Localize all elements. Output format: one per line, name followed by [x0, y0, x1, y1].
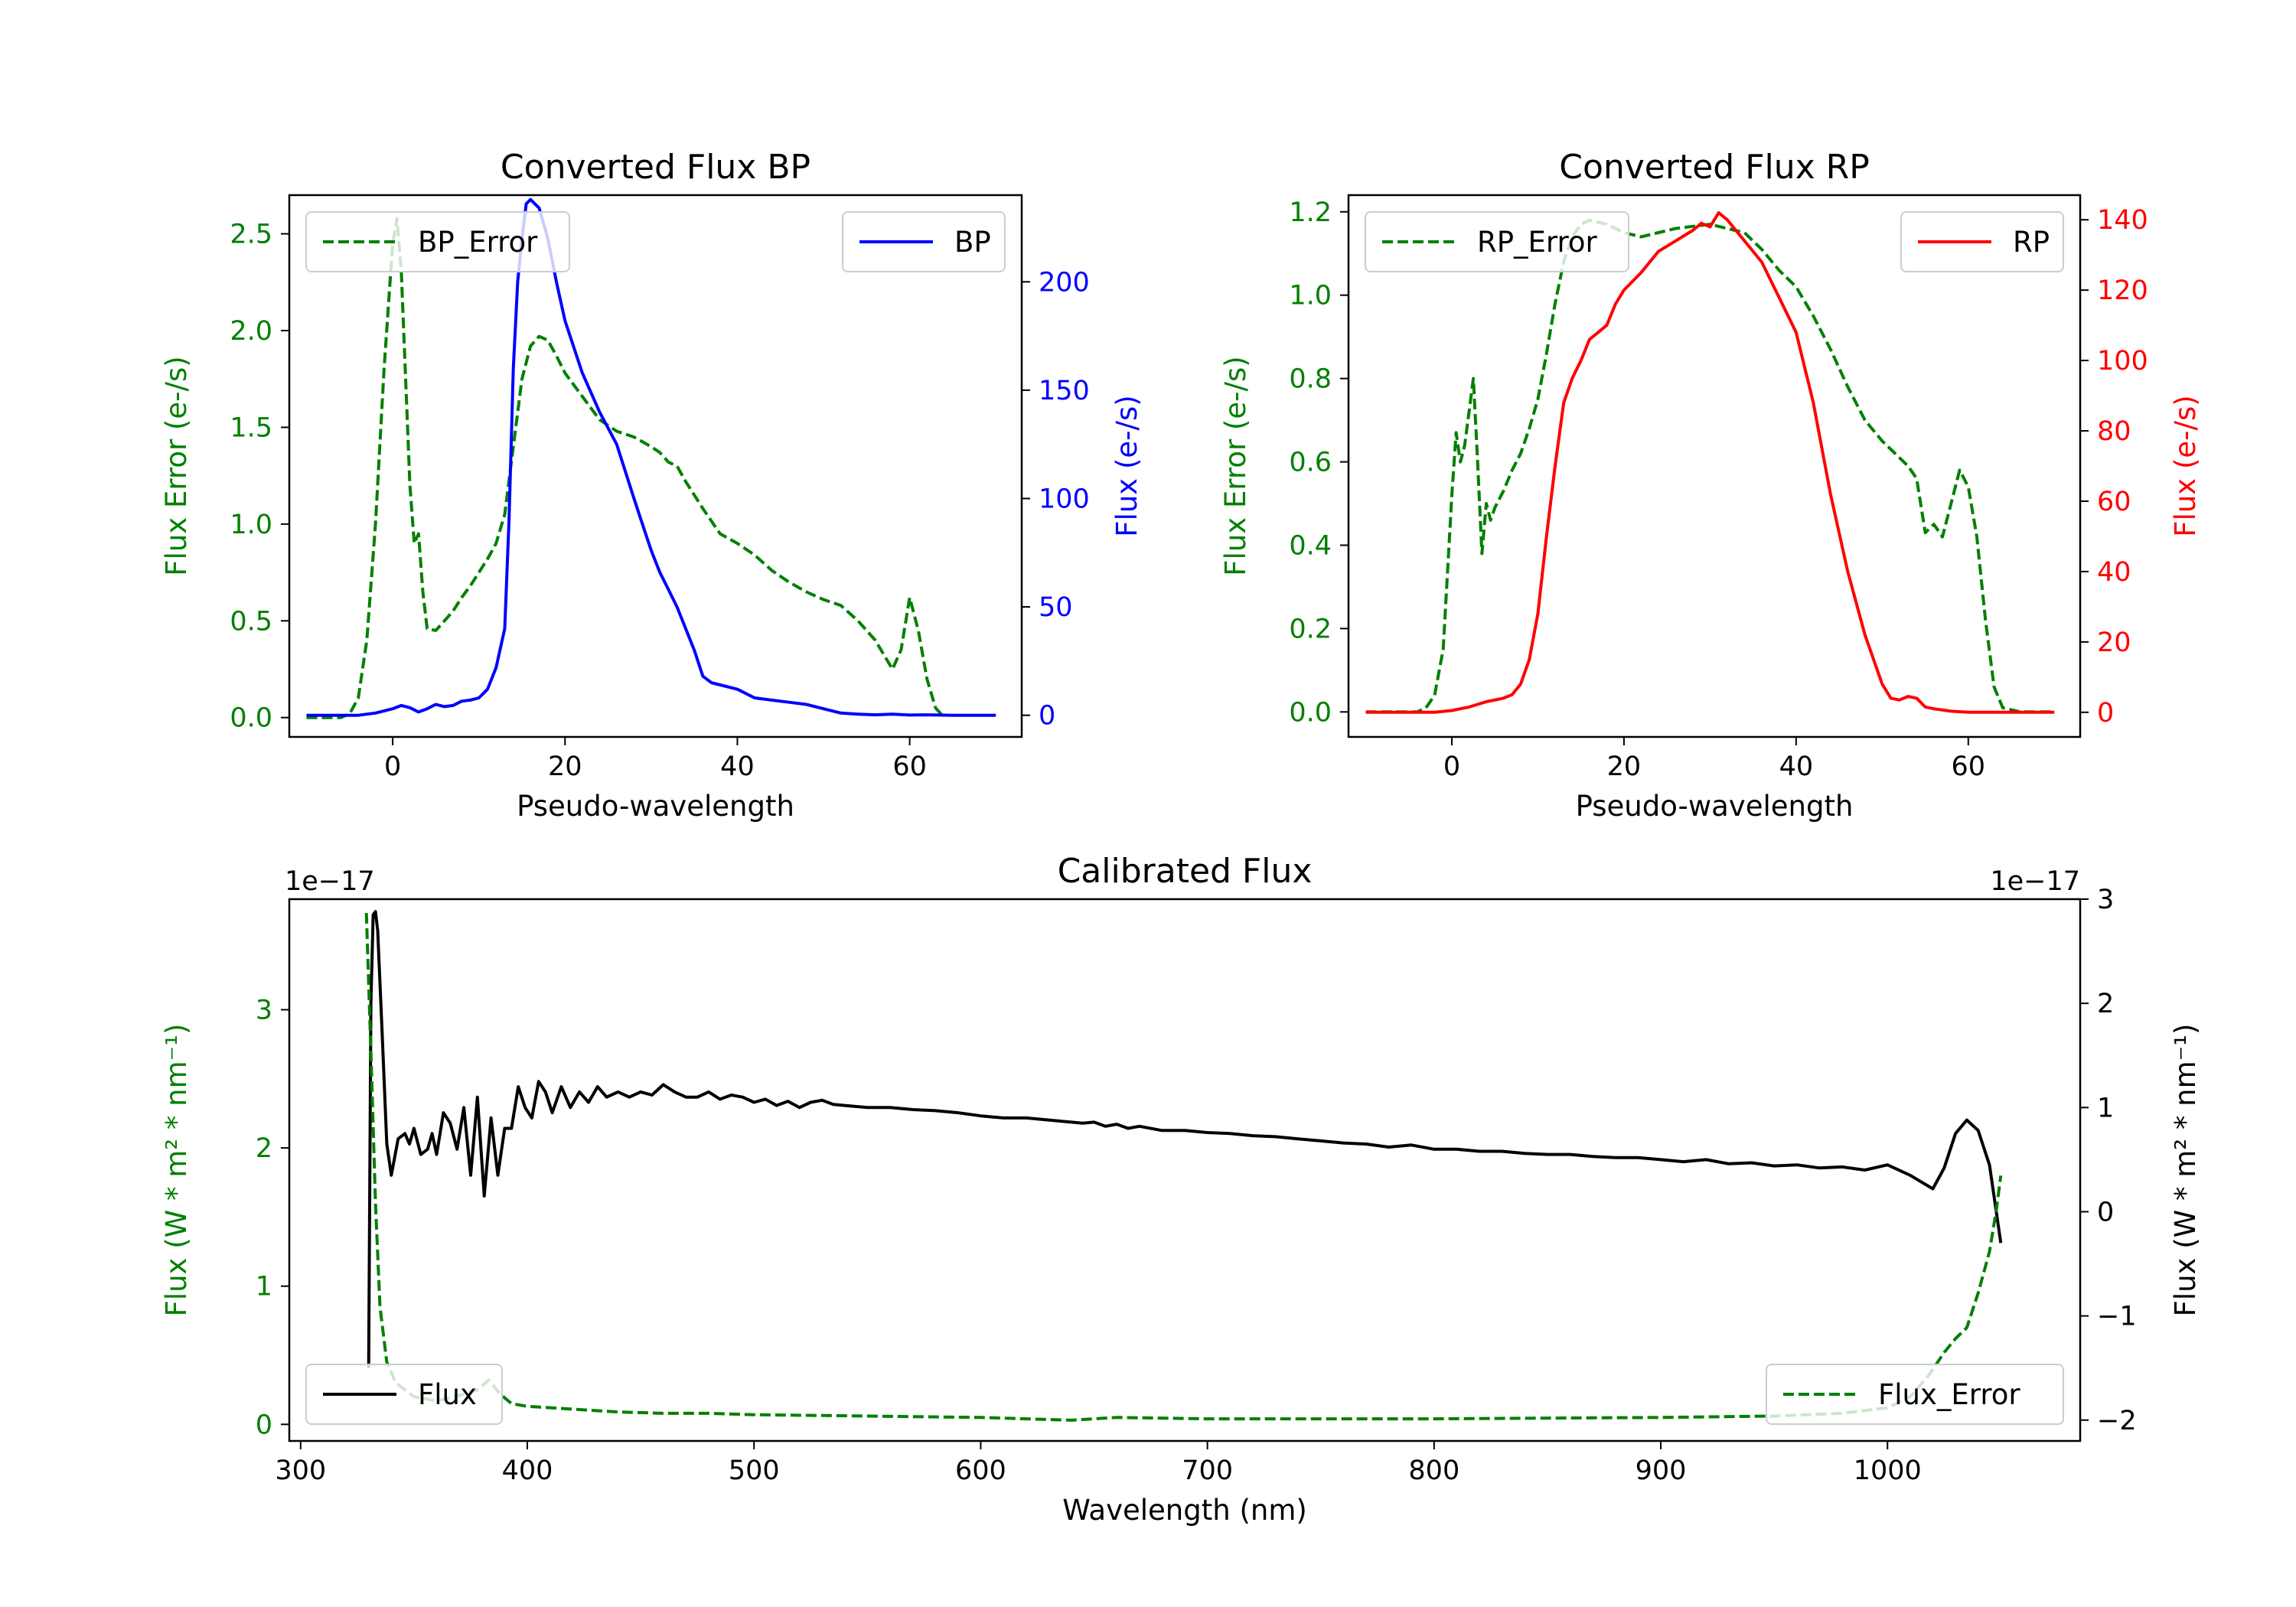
left-y-tick-label: 0.8	[1289, 364, 1332, 395]
legend-label: RP	[2013, 226, 2050, 259]
x-tick-label: 0	[1443, 751, 1460, 782]
left-y-tick-label: 1	[256, 1272, 272, 1302]
x-tick-label: 40	[720, 751, 755, 782]
legend-flux: Flux	[305, 1364, 503, 1425]
x-axis-label: Pseudo-wavelength	[517, 790, 794, 823]
chart-title: Converted Flux RP	[1559, 148, 1870, 187]
x-tick-label: 20	[548, 751, 582, 782]
left-y-axis-label: Flux (W * m² * nm⁻¹)	[160, 1024, 193, 1317]
legend-flux-error: Flux_Error	[1766, 1364, 2064, 1425]
right-y-tick-label: 100	[1039, 484, 1090, 514]
x-tick-label: 60	[892, 751, 927, 782]
right-y-tick-label: 150	[1039, 376, 1090, 406]
right-y-tick-label: 50	[1039, 592, 1073, 623]
x-tick-label: 500	[729, 1455, 780, 1486]
legend-box	[305, 211, 570, 272]
right-y-tick-label: 140	[2097, 205, 2148, 236]
right-y-tick-label: 200	[1039, 267, 1090, 298]
left-offset-text: 1e−17	[285, 866, 375, 897]
chart-title: Calibrated Flux	[1058, 852, 1313, 891]
left-y-tick-label: 1.2	[1289, 197, 1332, 228]
series-line-rp-error	[1365, 218, 2055, 714]
left-y-tick-label: 3	[256, 995, 272, 1025]
right-y-tick-label: 0	[2097, 698, 2114, 729]
right-y-axis-label: Flux (W * m² * nm⁻¹)	[2169, 1024, 2202, 1317]
series-line-flux	[367, 910, 2003, 1368]
left-y-tick-label: 1.0	[1289, 281, 1332, 311]
x-tick-label: 20	[1607, 751, 1642, 782]
legend-label: BP	[954, 226, 991, 259]
legend-label: RP_Error	[1477, 226, 1597, 259]
right-y-tick-label: 0	[1039, 701, 1055, 732]
left-y-tick-label: 2	[256, 1133, 272, 1164]
right-y-axis-label: Flux (e-/s)	[1110, 395, 1143, 536]
right-y-axis-label: Flux (e-/s)	[2169, 395, 2202, 536]
legend-box	[1766, 1364, 2064, 1425]
legend-label: BP_Error	[418, 226, 538, 259]
left-y-tick-label: 2.5	[230, 220, 272, 250]
left-y-tick-label: 0.5	[230, 606, 272, 637]
left-y-tick-label: 0.0	[230, 703, 272, 734]
plot-frame	[1347, 194, 2082, 738]
legend-label: Flux_Error	[1878, 1378, 2020, 1411]
right-y-tick-label: 2	[2097, 989, 2114, 1019]
left-y-tick-label: 1.0	[230, 510, 272, 540]
x-axis-label: Pseudo-wavelength	[1576, 790, 1854, 823]
series-line-flux-error	[364, 913, 2003, 1422]
right-y-tick-label: −1	[2097, 1302, 2137, 1332]
legend-box	[305, 1364, 503, 1425]
x-tick-label: 40	[1779, 751, 1814, 782]
legend-rp-error: RP_Error	[1365, 211, 1629, 272]
right-y-tick-label: 3	[2097, 885, 2114, 915]
legend-bp-error: BP_Error	[305, 211, 570, 272]
x-tick-label: 0	[384, 751, 401, 782]
plot-frame	[288, 194, 1023, 738]
chart-title: Converted Flux BP	[501, 148, 810, 187]
right-y-tick-label: 60	[2097, 487, 2131, 517]
x-tick-label: 700	[1182, 1455, 1233, 1486]
chart-1: 0 20 40 60 0.0 0.5 1.0 1.5 2.0 2.5 0 50 100 150 200 Con…	[160, 148, 1143, 823]
legend-label: Flux	[418, 1378, 477, 1411]
left-y-tick-label: 0.2	[1289, 614, 1332, 644]
right-y-tick-label: 1	[2097, 1093, 2114, 1123]
left-y-tick-label: 0.0	[1289, 697, 1332, 728]
x-tick-label: 900	[1636, 1455, 1687, 1486]
right-y-tick-label: 120	[2097, 275, 2148, 306]
series-line-rp	[1365, 211, 2055, 714]
x-axis-label: Wavelength (nm)	[1062, 1494, 1307, 1527]
left-y-axis-label: Flux Error (e-/s)	[1219, 356, 1252, 575]
right-y-tick-label: 80	[2097, 416, 2131, 447]
right-y-tick-label: 40	[2097, 557, 2131, 588]
x-tick-label: 300	[275, 1455, 326, 1486]
x-tick-label: 1000	[1854, 1455, 1922, 1486]
chart-3: 300 400 500 600 700 800 900 1000 0 1 2 3 −2 −1 0 1 2 3 Cal…	[160, 852, 2202, 1527]
right-y-tick-label: 20	[2097, 627, 2131, 658]
legend-box	[1365, 211, 1629, 272]
right-y-tick-label: 0	[2097, 1197, 2114, 1227]
left-y-tick-label: 0.4	[1289, 530, 1332, 561]
x-tick-label: 800	[1408, 1455, 1459, 1486]
plot-frame	[288, 898, 2082, 1442]
left-y-tick-label: 1.5	[230, 412, 272, 443]
left-y-tick-label: 0.6	[1289, 448, 1332, 478]
x-tick-label: 60	[1952, 751, 1986, 782]
legend-bp: BP	[842, 211, 1006, 272]
chart-2: 0 20 40 60 0.0 0.2 0.4 0.6 0.8 1.0 1.2 0 20 40 60 80 100…	[1219, 148, 2202, 823]
left-y-tick-label: 2.0	[230, 316, 272, 347]
left-y-axis-label: Flux Error (e-/s)	[160, 356, 193, 575]
x-tick-label: 400	[502, 1455, 553, 1486]
legend-rp: RP	[1900, 211, 2064, 272]
series-line-bp-error	[306, 217, 946, 719]
x-tick-label: 600	[955, 1455, 1006, 1486]
right-y-tick-label: −2	[2097, 1406, 2137, 1436]
right-y-tick-label: 100	[2097, 346, 2148, 376]
series-line-bp	[306, 197, 996, 717]
left-y-tick-label: 0	[256, 1410, 272, 1440]
right-offset-text: 1e−17	[1990, 866, 2080, 897]
